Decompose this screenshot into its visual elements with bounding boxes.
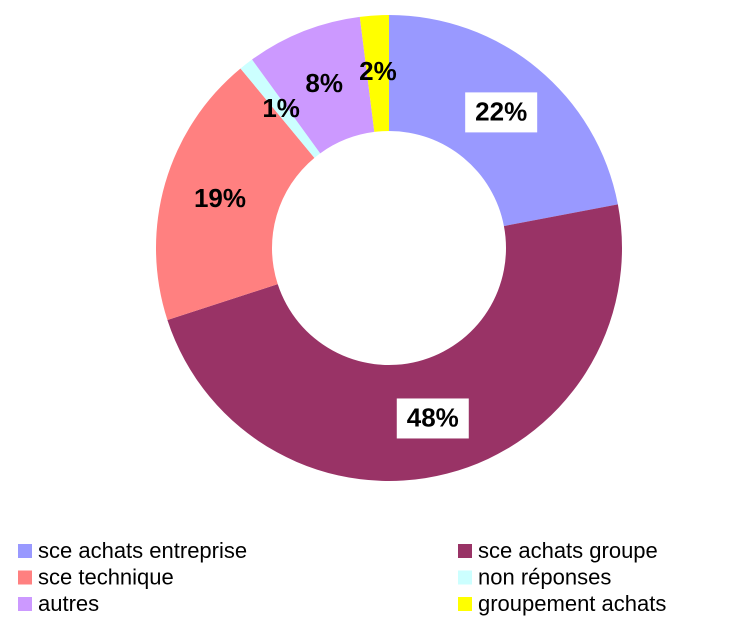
legend-swatch [18,570,32,585]
data-label: 22% [475,96,527,126]
data-label: 48% [407,402,459,432]
legend-label: sce technique [38,564,174,589]
legend-swatch [458,570,472,585]
donut-slice [359,15,389,132]
legend-label: sce achats groupe [478,538,658,563]
data-label: 2% [359,56,397,86]
legend-swatch [18,544,32,558]
donut-slice [156,68,315,321]
legend-swatch [18,597,32,611]
legend-label: autres [38,591,99,616]
data-label: 8% [305,68,343,98]
label-box [465,92,538,133]
legend-swatch [458,597,472,611]
donut-slice [167,204,622,482]
data-label: 19% [194,183,246,213]
label-box [396,398,469,439]
legend-swatch [458,544,472,558]
legend-label: non réponses [478,564,611,589]
data-label: 1% [262,93,300,123]
donut-slice [240,59,321,158]
legend-label: groupement achats [478,591,666,616]
donut-slice [252,16,375,154]
legend-label: sce achats entreprise [38,538,247,563]
